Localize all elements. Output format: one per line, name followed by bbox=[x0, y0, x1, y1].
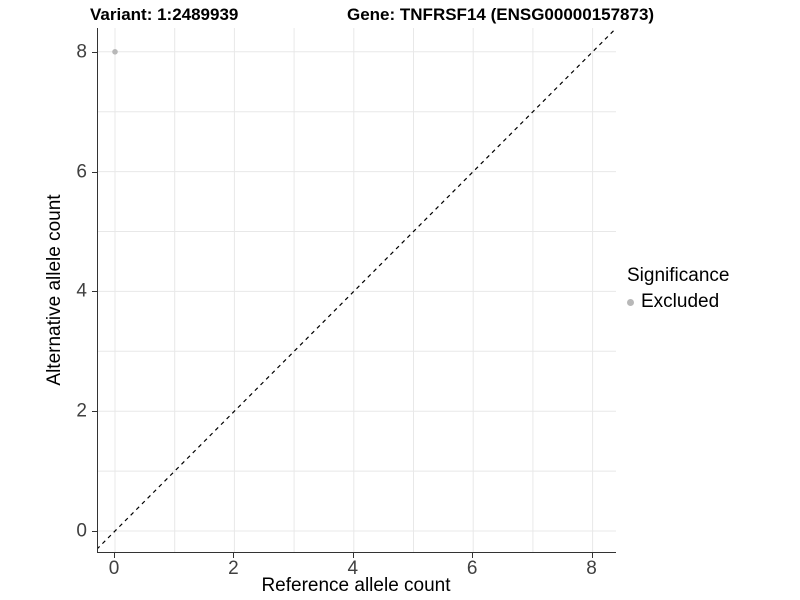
data-point-excluded bbox=[112, 49, 118, 55]
plot-title-gene: Gene: TNFRSF14 (ENSG00000157873) bbox=[347, 5, 655, 24]
plot-title-variant: Variant: 1:2489939 bbox=[90, 5, 239, 24]
x-tick-label-6: 6 bbox=[466, 558, 478, 579]
y-tick-mark-0 bbox=[92, 531, 97, 532]
y-tick-mark-6 bbox=[92, 171, 97, 173]
x-tick-mark-4 bbox=[352, 553, 354, 558]
x-tick-mark-8 bbox=[591, 553, 593, 558]
legend-title: Significance bbox=[627, 265, 730, 286]
y-tick-label-2: 2 bbox=[76, 400, 87, 422]
y-axis-title: Alternative allele count bbox=[44, 194, 65, 386]
y-tick-label-8: 8 bbox=[76, 41, 87, 63]
identity-line bbox=[98, 28, 616, 549]
legend-item-label: Excluded bbox=[641, 291, 720, 312]
x-tick-label-2: 2 bbox=[228, 558, 239, 579]
x-tick-label-4: 4 bbox=[347, 558, 359, 579]
legend: Significance Excluded bbox=[627, 265, 729, 313]
y-tick-mark-8 bbox=[92, 51, 97, 53]
x-axis-title: Reference allele count bbox=[261, 575, 451, 596]
x-tick-mark-6 bbox=[472, 553, 474, 558]
legend-item-excluded: Excluded bbox=[627, 291, 729, 313]
x-tick-label-0: 0 bbox=[108, 558, 120, 579]
y-tick-mark-4 bbox=[92, 291, 97, 293]
y-tick-label-6: 6 bbox=[76, 161, 87, 183]
x-tick-mark-2 bbox=[233, 553, 235, 558]
x-tick-label-8: 8 bbox=[586, 558, 597, 579]
y-tick-mark-2 bbox=[92, 411, 97, 413]
x-tick-mark-0 bbox=[114, 553, 115, 558]
y-tick-label-0: 0 bbox=[76, 520, 87, 542]
plot-panel bbox=[97, 28, 616, 553]
y-tick-label-4: 4 bbox=[76, 280, 87, 302]
chart-canvas bbox=[98, 28, 616, 552]
legend-point-icon bbox=[627, 298, 634, 306]
